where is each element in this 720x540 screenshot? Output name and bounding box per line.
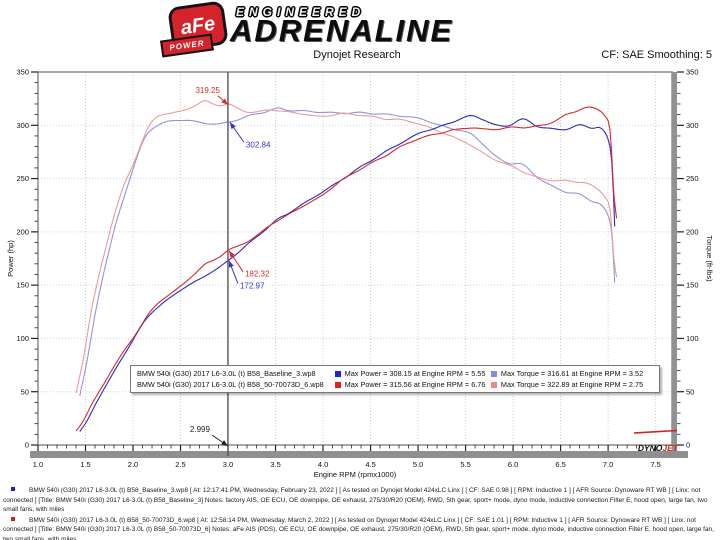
- callout-arrowhead: [228, 260, 234, 268]
- y-tick-label-right: 350: [686, 68, 699, 77]
- smoothing-setting-label: CF: SAE Smoothing: 5: [601, 49, 712, 61]
- x-tick-label: 5.0: [413, 460, 423, 469]
- y-tick-label-right: 250: [686, 174, 699, 183]
- max-torque-stat: Max Torque = 322.89 at Engine RPM = 2.75: [500, 380, 644, 389]
- dynojet-swoosh: [633, 429, 678, 434]
- callout-arrowhead: [228, 250, 235, 258]
- y-axis-title-right: Torque (ft-lbs): [705, 235, 714, 282]
- x-tick-label: 7.0: [603, 460, 613, 469]
- x-tick-label: 4.0: [318, 460, 328, 469]
- max-power-stat: Max Power = 315.56 at Engine RPM = 6.76: [344, 380, 486, 389]
- report-header: aFe POWER ENGINEERED ADRENALINE Dynojet …: [0, 0, 720, 66]
- dynojet-logo: DYNOJET: [638, 443, 679, 453]
- callout-arrowhead: [221, 98, 228, 105]
- curve-torque-0: [79, 107, 616, 397]
- cursor-value-label: 182.32: [245, 270, 270, 279]
- blue-bullet-icon: [11, 487, 15, 491]
- y-tick-label-left: 50: [21, 387, 29, 396]
- power-color-swatch: [334, 370, 341, 377]
- footnote-baseline-run: BMW 540i (G30) 2017 L6-3.0L (t) B58_Base…: [3, 486, 717, 515]
- x-tick-label: 6.0: [508, 460, 518, 469]
- y-tick-label-right: 200: [686, 227, 699, 236]
- x-tick-label: 1.0: [33, 460, 43, 469]
- dyno-chart-svg: 1.0 1.5 2.0 2.5 3.0 3.5 4.0 4.5 5.0 5.5 6.0 6.5 7.0 7…: [6, 68, 714, 479]
- chart-subtitle: Dynojet Research: [313, 49, 401, 61]
- y-tick-label-right: 50: [686, 387, 694, 396]
- x-tick-label: 3.0: [223, 460, 233, 469]
- max-torque-stat: Max Torque = 316.61 at Engine RPM = 3.52: [500, 369, 644, 378]
- y-tick-label-left: 350: [16, 68, 29, 77]
- y-tick-label-right: 0: [686, 441, 690, 450]
- x-tick-label: 2.0: [128, 460, 138, 469]
- y-axis-title-left: Power (hp): [6, 240, 15, 277]
- legend-run-name: BMW 540i (G30) 2017 L6-3.0L (t) B58_50-7…: [137, 380, 324, 389]
- y-tick-label-right: 300: [686, 121, 699, 130]
- torque-color-swatch: [490, 370, 497, 377]
- right-axis-bar: [672, 72, 677, 452]
- power-color-swatch: [334, 381, 341, 388]
- dyno-chart-area: 1.0 1.5 2.0 2.5 3.0 3.5 4.0 4.5 5.0 5.5 6.0 6.5 7.0 7…: [0, 66, 720, 480]
- cursor-value-label: 2.999: [190, 425, 211, 434]
- y-tick-label-left: 0: [25, 441, 29, 450]
- x-axis-title: Engine RPM (rpmx1000): [314, 470, 397, 479]
- torque-color-swatch: [490, 381, 497, 388]
- y-tick-label-left: 300: [16, 121, 29, 130]
- x-tick-label: 7.5: [650, 460, 660, 469]
- legend-row-afe: BMW 540i (G30) 2017 L6-3.0L (t) B58_50-7…: [131, 379, 659, 390]
- legend-row-baseline: BMW 540i (G30) 2017 L6-3.0L (t) B58_Base…: [131, 368, 659, 379]
- y-tick-label-left: 250: [16, 174, 29, 183]
- y-tick-label-right: 100: [686, 334, 699, 343]
- footnote-text: BMW 540i (G30) 2017 L6-3.0L (t) B58_Base…: [3, 487, 708, 513]
- y-tick-label-left: 200: [16, 227, 29, 236]
- y-tick-label-right: 150: [686, 281, 699, 290]
- callout-arrowhead: [221, 440, 228, 446]
- x-tick-label: 3.5: [270, 460, 280, 469]
- footnote-afe-run: BMW 540i (G30) 2017 L6-3.0L (t) B58_50-7…: [3, 516, 717, 540]
- cursor-value-label: 319.25: [195, 86, 220, 95]
- cursor-value-label: 172.97: [240, 282, 265, 291]
- cursor-value-label: 302.84: [246, 140, 271, 149]
- x-tick-label: 1.5: [80, 460, 90, 469]
- x-axis-bar: [30, 451, 688, 458]
- logo-adrenaline-text: ADRENALINE: [230, 13, 454, 48]
- y-tick-label-left: 100: [16, 334, 29, 343]
- x-tick-label: 5.5: [460, 460, 470, 469]
- x-tick-label: 2.5: [175, 460, 185, 469]
- max-power-stat: Max Power = 308.15 at Engine RPM = 5.55: [344, 369, 486, 378]
- footnote-text: BMW 540i (G30) 2017 L6-3.0L (t) B58_50-7…: [3, 516, 714, 540]
- callout-arrowhead: [229, 122, 236, 130]
- curve-power-3: [75, 106, 618, 432]
- legend-run-name: BMW 540i (G30) 2017 L6-3.0L (t) B58_Base…: [137, 369, 316, 378]
- logo-engineered-text: ENGINEERED: [236, 5, 366, 19]
- run-details-footnotes: BMW 540i (G30) 2017 L6-3.0L (t) B58_Base…: [0, 486, 717, 540]
- chart-legend: BMW 540i (G30) 2017 L6-3.0L (t) B58_Base…: [130, 365, 660, 393]
- x-tick-label: 4.5: [365, 460, 375, 469]
- y-tick-label-left: 150: [16, 281, 29, 290]
- x-tick-label: 6.5: [555, 460, 565, 469]
- curve-torque-2: [75, 100, 618, 394]
- red-bullet-icon: [11, 516, 15, 521]
